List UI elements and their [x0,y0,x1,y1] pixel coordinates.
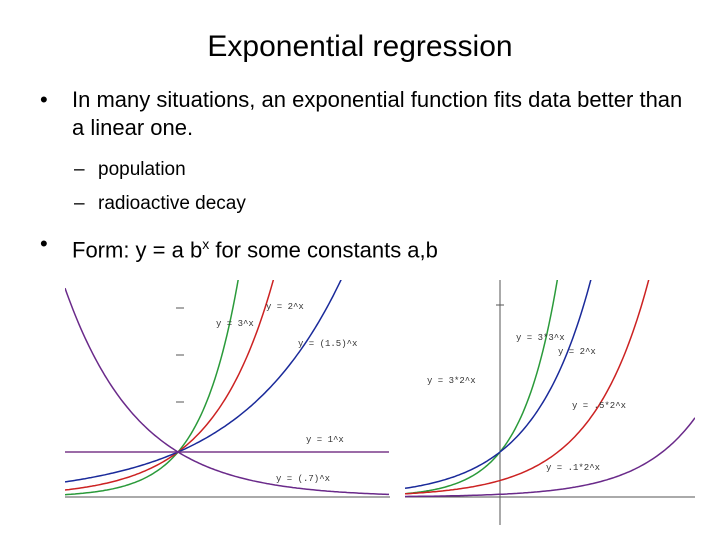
title: Exponential regression [207,30,513,63]
sub-bullet: – radioactive decay [74,193,246,214]
right-axes [405,280,695,525]
curve [65,287,389,496]
formula-text: for some constants a,b [209,237,438,263]
formula-text: Form: y = a b [72,237,203,263]
curve [65,280,342,483]
right-curves [405,280,695,498]
sub-bullet: – population [74,159,186,180]
curve [405,280,559,495]
curve-label: y = 3^x [216,319,254,329]
curve [65,280,239,496]
curve-label: y = (.7)^x [276,474,330,484]
curve-label: y = 1^x [306,435,344,445]
superscript: x [202,236,210,252]
curve [65,280,275,491]
curve-label: y = 2^x [266,302,304,312]
curve [405,417,695,498]
curve-label: y = .5*2^x [572,401,626,411]
curve-label: y = .1*2^x [546,463,600,473]
curve-label: y = 3*2^x [427,376,476,386]
bullet-text: In many situations, an exponential funct… [72,87,683,140]
curve-label: y = 3*3^x [516,333,565,343]
bullet-text: Form: y = a bx for some constants a,b [72,230,692,264]
curve [405,280,650,495]
curve-label: y = 2^x [558,347,596,357]
left-curves [65,280,389,496]
sub-bullet-text: radioactive decay [98,193,246,214]
sub-bullet-text: population [98,159,186,180]
curve [405,280,592,490]
curve-label: y = (1.5)^x [298,339,357,349]
left-axes [65,307,390,498]
